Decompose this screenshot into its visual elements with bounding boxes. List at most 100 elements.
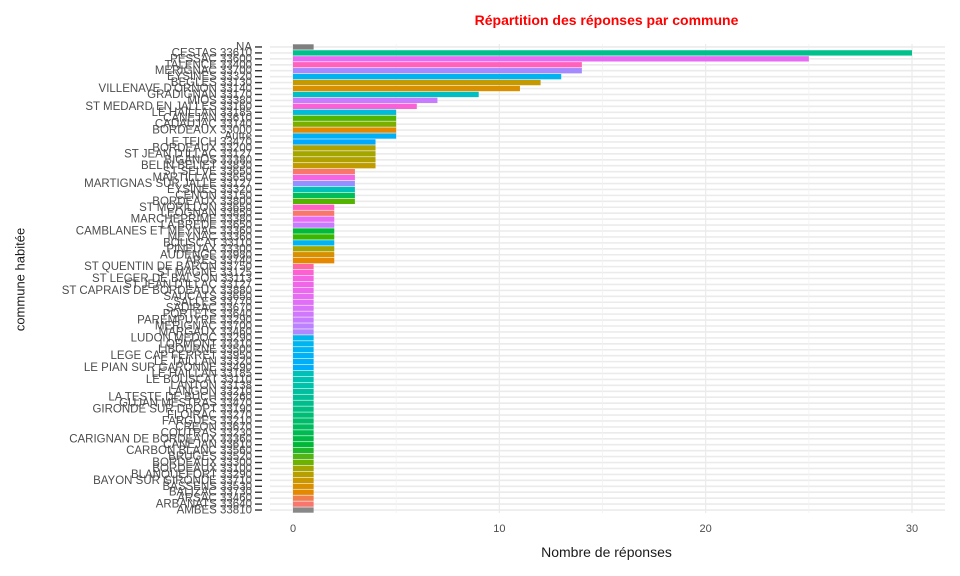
y-tick-label: BEGLES 33130 <box>171 77 252 89</box>
y-tick-label: CANEJAN 33610 <box>163 439 252 451</box>
y-tick-label: AMBES 33810 <box>177 505 252 517</box>
bar <box>293 222 335 228</box>
y-tick-label: LA BREDE 33650 <box>161 220 252 232</box>
y-tick-label: MARTIGNAS SUR JALLE 33127 <box>84 178 252 190</box>
y-tick-label: LE BOUSCAT 33110 <box>146 374 252 386</box>
x-tick-labels: 0 10 20 30 <box>290 523 918 535</box>
y-tick-label: LANTON 33138 <box>170 380 252 392</box>
bar <box>293 216 335 222</box>
y-tick-label: LEGE CAP FERRET 33950 <box>111 350 252 362</box>
bar <box>293 85 520 92</box>
y-tick-label: PINEUAX 33300 <box>166 243 252 255</box>
bar <box>293 133 397 139</box>
bar <box>293 376 314 383</box>
bar <box>293 501 314 507</box>
y-tick-label: ST CAPRAIS DE BORDEAUX 33880 <box>62 285 252 297</box>
y-tick-label: LORMONT 33310 <box>160 338 252 350</box>
bar <box>293 269 314 276</box>
y-tick-label: LANGON 33210 <box>168 386 252 398</box>
y-tick-label: BRUGES 33520 <box>168 451 252 463</box>
bar <box>293 311 314 317</box>
y-tick-label: CAMBLANES ET MEYNAC 33360 <box>76 226 252 238</box>
bar <box>293 50 912 56</box>
bar <box>293 436 314 442</box>
y-tick-label: PESSAC 33600 <box>170 53 252 65</box>
bar <box>293 246 335 252</box>
y-tick-label: BOUSCAT 33110 <box>163 237 252 249</box>
y-tick-label: Autre <box>225 131 253 143</box>
chart-title: Répartition des réponses par commune <box>474 12 739 28</box>
y-tick-label: PAREMPUYRE 33290 <box>137 315 252 327</box>
y-tick-label: CANEJAN 33610 <box>163 113 252 125</box>
bars-group <box>293 44 912 513</box>
bar <box>293 263 314 270</box>
bar <box>293 477 314 484</box>
y-tick-label: GUJAN MESTRAS 33470 <box>119 398 252 410</box>
bar <box>293 275 314 282</box>
y-tick-label: BORDEAUX 33100 <box>152 463 252 475</box>
y-tick-label: ST SELVE 33650 <box>163 166 252 178</box>
bar <box>293 329 314 335</box>
y-tick-label: GIRONDE SUR DROPT 33190 <box>92 404 252 416</box>
y-tick-label: LUDON MEDOC 33290 <box>131 332 252 344</box>
bar <box>293 453 314 460</box>
bar <box>293 406 314 412</box>
bar <box>293 163 376 169</box>
bar <box>293 79 541 86</box>
y-tick-label: LE PIAN SUR GARONNE 33490 <box>84 362 252 374</box>
bar <box>293 186 355 193</box>
bar <box>293 447 314 454</box>
bar <box>293 204 335 210</box>
y-tick-label: LE HAILLAN 33185 <box>152 107 252 119</box>
y-tick-label: ARSAC 33460 <box>177 493 252 505</box>
bar <box>293 62 582 68</box>
y-tick-label: ARES 33740 <box>186 255 253 267</box>
x-axis-label: Nombre de réponses <box>541 544 672 560</box>
y-tick-label: CESTAS 33610 <box>172 47 252 59</box>
y-tick-label: ST QUENTIN DE BARON 33750 <box>84 261 252 273</box>
y-tick-label: ST MORILLON 33650 <box>139 202 252 214</box>
y-tick-label: ST MEDARD EN JALLES 33160 <box>85 101 252 113</box>
bar <box>293 228 335 234</box>
bar <box>293 305 314 311</box>
bar <box>293 335 314 341</box>
y-tick-label: FARGUES 33210 <box>162 415 252 427</box>
y-tick-label: BORDEAUX 33300 <box>152 457 252 469</box>
y-tick-label: MARTILLAC 33650 <box>152 172 252 184</box>
y-tick-label: BASSENS 33530 <box>162 481 252 493</box>
bar <box>293 299 314 305</box>
bar <box>293 418 314 424</box>
y-tick-label: ST MAGNE 33125 <box>157 267 252 279</box>
y-tick-label: GRADIGNAN 33170 <box>147 89 252 101</box>
bar <box>293 145 376 151</box>
bar <box>293 240 335 246</box>
x-tick-label: 10 <box>493 523 505 535</box>
bar <box>293 465 314 472</box>
y-tick-label: BAYON SUR GIRONDE 33710 <box>93 475 252 487</box>
y-tick-label: BORDEAUX 33200 <box>152 142 252 154</box>
y-tick-label: BLANQUEFORT 33290 <box>131 469 252 481</box>
bar <box>293 347 314 353</box>
bar <box>293 358 314 365</box>
bar <box>293 400 314 406</box>
y-tick-label: ST JEAN D'ILLAC 33127 <box>124 279 252 291</box>
bar <box>293 174 355 181</box>
bar <box>293 198 355 204</box>
bar <box>293 168 355 175</box>
bar <box>293 56 809 62</box>
y-tick-label: MARCHEPRIME 33380 <box>131 214 252 226</box>
y-tick-label: CENON 33150 <box>175 190 252 202</box>
bar <box>293 459 314 466</box>
bar <box>293 341 314 347</box>
y-tick-label: CREON 33670 <box>175 421 252 433</box>
x-tick-label: 30 <box>906 523 918 535</box>
y-tick-label: MEYNAC 33360 <box>168 231 252 243</box>
y-tick-label: MERIGNAC 33700 <box>155 320 252 332</box>
x-tick-label: 20 <box>700 523 712 535</box>
y-tick-label: LE HAILLAN 33185 <box>152 368 252 380</box>
y-tick-label: LE TEICH 33470 <box>165 136 252 148</box>
y-tick-label: CARBON BLANC 33560 <box>126 445 252 457</box>
y-tick-label: MERIGNAC 33700 <box>155 65 252 77</box>
bar <box>293 364 314 371</box>
